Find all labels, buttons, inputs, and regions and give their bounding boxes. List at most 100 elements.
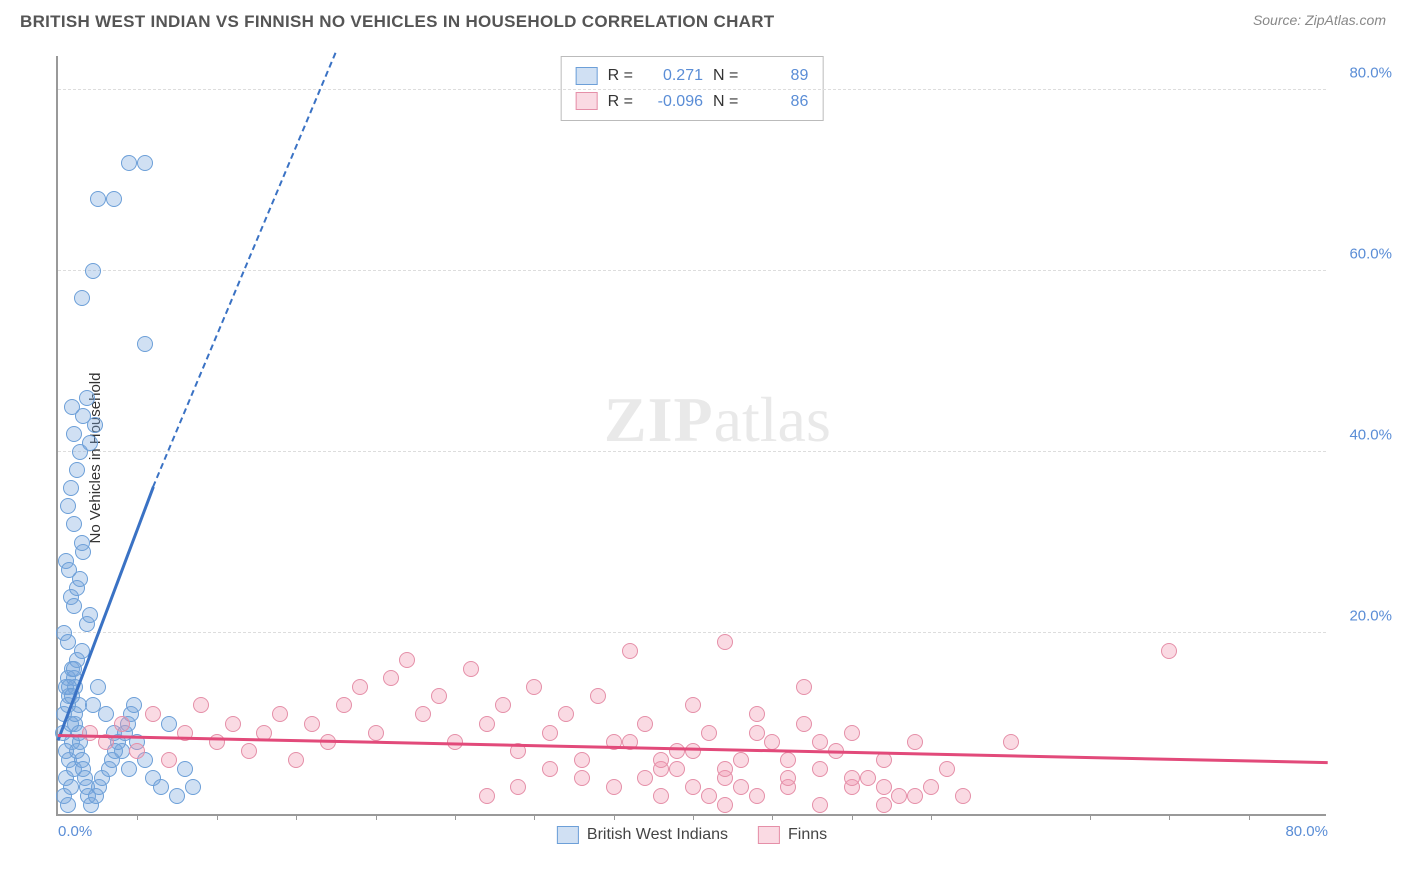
scatter-point bbox=[90, 679, 106, 695]
scatter-point bbox=[98, 706, 114, 722]
scatter-point bbox=[1003, 734, 1019, 750]
x-tick-mark bbox=[1249, 814, 1250, 820]
scatter-point bbox=[717, 761, 733, 777]
scatter-point bbox=[106, 191, 122, 207]
scatter-point bbox=[336, 697, 352, 713]
chart-container: No Vehicles in Household ZIPatlas R =0.2… bbox=[20, 48, 1386, 868]
x-tick-mark bbox=[455, 814, 456, 820]
scatter-point bbox=[510, 779, 526, 795]
scatter-point bbox=[526, 679, 542, 695]
scatter-point bbox=[622, 643, 638, 659]
scatter-point bbox=[542, 761, 558, 777]
scatter-point bbox=[749, 706, 765, 722]
scatter-point bbox=[669, 743, 685, 759]
scatter-point bbox=[66, 598, 82, 614]
x-tick-mark bbox=[376, 814, 377, 820]
x-tick-label: 0.0% bbox=[58, 823, 92, 840]
scatter-point bbox=[63, 480, 79, 496]
y-tick-label: 40.0% bbox=[1332, 427, 1392, 444]
stat-legend-row: R =0.271N =89 bbox=[576, 63, 809, 89]
scatter-point bbox=[85, 263, 101, 279]
y-tick-label: 60.0% bbox=[1332, 246, 1392, 263]
scatter-point bbox=[121, 155, 137, 171]
x-tick-mark bbox=[614, 814, 615, 820]
scatter-point bbox=[169, 788, 185, 804]
scatter-point bbox=[69, 462, 85, 478]
x-tick-mark bbox=[217, 814, 218, 820]
scatter-point bbox=[185, 779, 201, 795]
gridline bbox=[58, 632, 1326, 633]
scatter-point bbox=[876, 797, 892, 813]
scatter-point bbox=[399, 652, 415, 668]
scatter-point bbox=[907, 734, 923, 750]
scatter-point bbox=[66, 661, 82, 677]
x-tick-mark bbox=[772, 814, 773, 820]
scatter-point bbox=[383, 670, 399, 686]
x-tick-mark bbox=[534, 814, 535, 820]
scatter-point bbox=[60, 797, 76, 813]
scatter-point bbox=[495, 697, 511, 713]
scatter-point bbox=[733, 779, 749, 795]
scatter-point bbox=[812, 797, 828, 813]
scatter-point bbox=[812, 761, 828, 777]
scatter-point bbox=[558, 706, 574, 722]
scatter-point bbox=[542, 725, 558, 741]
stat-legend-row: R =-0.096N =86 bbox=[576, 89, 809, 115]
legend-swatch bbox=[557, 826, 579, 844]
scatter-point bbox=[812, 734, 828, 750]
scatter-point bbox=[66, 426, 82, 442]
scatter-point bbox=[82, 725, 98, 741]
legend-swatch bbox=[576, 92, 598, 110]
scatter-point bbox=[479, 788, 495, 804]
scatter-point bbox=[304, 716, 320, 732]
scatter-point bbox=[193, 697, 209, 713]
scatter-point bbox=[209, 734, 225, 750]
scatter-point bbox=[701, 788, 717, 804]
scatter-point bbox=[955, 788, 971, 804]
gridline bbox=[58, 270, 1326, 271]
scatter-point bbox=[63, 779, 79, 795]
scatter-point bbox=[137, 155, 153, 171]
scatter-point bbox=[669, 761, 685, 777]
scatter-point bbox=[749, 725, 765, 741]
scatter-point bbox=[272, 706, 288, 722]
plot-area: ZIPatlas R =0.271N =89R =-0.096N =86 Bri… bbox=[56, 56, 1326, 816]
scatter-point bbox=[653, 752, 669, 768]
scatter-point bbox=[733, 752, 749, 768]
scatter-point bbox=[479, 716, 495, 732]
scatter-point bbox=[923, 779, 939, 795]
scatter-point bbox=[780, 752, 796, 768]
gridline bbox=[58, 451, 1326, 452]
x-tick-mark bbox=[931, 814, 932, 820]
scatter-point bbox=[431, 688, 447, 704]
scatter-point bbox=[415, 706, 431, 722]
scatter-point bbox=[749, 788, 765, 804]
series-legend-item: British West Indians bbox=[557, 826, 728, 844]
scatter-point bbox=[717, 797, 733, 813]
gridline bbox=[58, 89, 1326, 90]
scatter-point bbox=[129, 743, 145, 759]
scatter-point bbox=[137, 336, 153, 352]
scatter-point bbox=[79, 390, 95, 406]
scatter-point bbox=[66, 516, 82, 532]
scatter-point bbox=[61, 562, 77, 578]
scatter-point bbox=[177, 761, 193, 777]
legend-swatch bbox=[576, 67, 598, 85]
x-tick-label: 80.0% bbox=[1285, 823, 1328, 840]
x-tick-mark bbox=[1169, 814, 1170, 820]
series-legend-label: Finns bbox=[788, 826, 827, 844]
scatter-point bbox=[82, 435, 98, 451]
scatter-point bbox=[891, 788, 907, 804]
series-legend-item: Finns bbox=[758, 826, 827, 844]
scatter-point bbox=[717, 634, 733, 650]
scatter-point bbox=[153, 779, 169, 795]
scatter-point bbox=[60, 498, 76, 514]
scatter-point bbox=[121, 761, 137, 777]
x-tick-mark bbox=[1090, 814, 1091, 820]
scatter-point bbox=[685, 697, 701, 713]
scatter-point bbox=[145, 706, 161, 722]
legend-swatch bbox=[758, 826, 780, 844]
scatter-point bbox=[161, 716, 177, 732]
scatter-point bbox=[161, 752, 177, 768]
scatter-point bbox=[1161, 643, 1177, 659]
